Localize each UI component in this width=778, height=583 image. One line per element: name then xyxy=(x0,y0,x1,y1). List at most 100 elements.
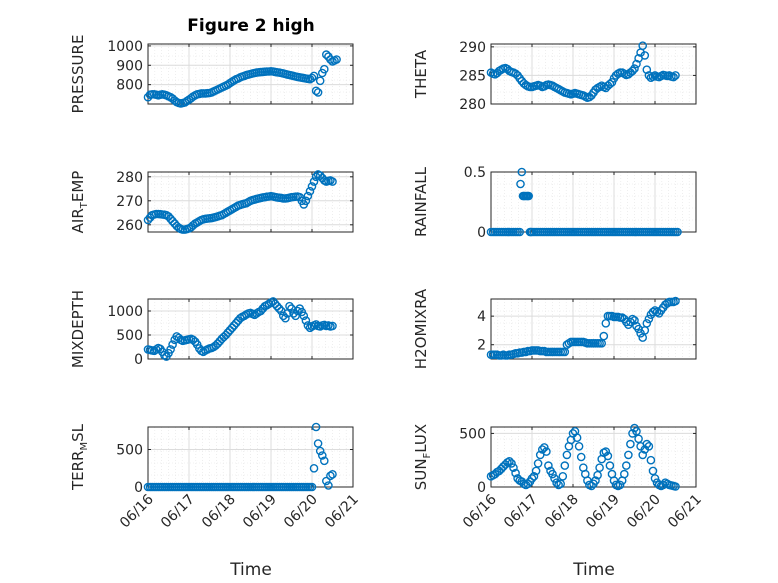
y-tick-label: 0 xyxy=(134,352,143,368)
y-tick-label: 500 xyxy=(116,328,143,344)
data-point xyxy=(303,191,313,201)
y-axis-label: SUNFLUX xyxy=(412,424,433,490)
subplot-3: 260 270 280 AIRTEMP xyxy=(69,170,354,234)
data-point xyxy=(313,88,323,97)
data-point xyxy=(317,451,327,460)
x-tick-label: 06/19 xyxy=(583,492,623,532)
data-point xyxy=(523,479,533,489)
y-tick-label: 500 xyxy=(116,443,143,459)
data-point xyxy=(319,64,329,74)
data-point xyxy=(634,324,643,334)
y-tick-label: 260 xyxy=(116,218,143,234)
data-point xyxy=(540,443,549,452)
data-series xyxy=(143,422,337,492)
data-point xyxy=(160,350,169,360)
data-point xyxy=(515,227,525,237)
data-point xyxy=(531,466,541,476)
data-point xyxy=(603,451,613,461)
data-point xyxy=(671,296,680,306)
data-point xyxy=(644,71,654,80)
data-point xyxy=(601,447,611,456)
data-point xyxy=(326,471,335,481)
data-point xyxy=(321,476,331,486)
data-point xyxy=(622,461,631,470)
data-point xyxy=(615,480,625,490)
data-point xyxy=(281,313,290,323)
data-point xyxy=(311,86,321,96)
y-tick-label: 0 xyxy=(477,225,486,241)
data-point xyxy=(576,452,586,462)
data-point xyxy=(630,64,639,73)
y-tick-label: 280 xyxy=(459,97,486,113)
data-point xyxy=(642,439,652,449)
data-point xyxy=(516,179,525,189)
data-point xyxy=(542,447,551,456)
y-axis-label: PRESSURE xyxy=(69,35,87,114)
x-tick-label: 06/17 xyxy=(501,492,541,532)
y-tick-label: 280 xyxy=(116,170,143,186)
data-series xyxy=(486,296,680,360)
y-tick-label: 1000 xyxy=(107,304,143,320)
data-point xyxy=(299,311,309,321)
y-axis-label: TERRMSL xyxy=(69,423,90,491)
data-point xyxy=(315,446,325,456)
data-point xyxy=(307,482,317,492)
subplot-6: 2 4 H2OMIXRA xyxy=(412,288,697,369)
y-axis-label: RAINFALL xyxy=(412,166,430,237)
data-point xyxy=(511,468,520,478)
data-point xyxy=(620,469,629,479)
data-point xyxy=(550,474,559,483)
axes-box xyxy=(147,43,354,105)
data-point xyxy=(507,459,516,468)
data-point xyxy=(652,307,662,317)
data-point xyxy=(640,51,650,60)
y-tick-label: 500 xyxy=(459,426,486,442)
data-point xyxy=(552,478,561,488)
data-point xyxy=(307,73,317,83)
data-point xyxy=(628,314,637,324)
axes-box xyxy=(147,171,354,233)
data-point xyxy=(305,186,315,196)
data-point xyxy=(301,316,311,325)
data-point xyxy=(166,345,175,354)
data-point xyxy=(313,439,323,448)
data-point xyxy=(673,227,682,237)
data-point xyxy=(634,434,643,444)
data-series xyxy=(486,167,682,237)
x-tick-label: 06/17 xyxy=(158,492,198,532)
data-point xyxy=(168,340,177,349)
x-tick-label: 06/18 xyxy=(199,492,239,532)
data-point xyxy=(533,459,543,468)
data-point xyxy=(274,304,284,313)
data-point xyxy=(626,439,635,449)
data-point xyxy=(644,314,654,324)
data-point xyxy=(321,50,331,59)
data-point xyxy=(315,76,325,86)
x-tick-label: 06/16 xyxy=(460,491,500,531)
x-tick-label: 06/21 xyxy=(665,492,705,532)
data-series xyxy=(143,50,341,108)
y-tick-label: 1000 xyxy=(107,39,143,55)
data-point xyxy=(671,482,680,491)
x-tick-label: 06/20 xyxy=(624,492,664,532)
y-tick-label: 290 xyxy=(459,40,486,56)
data-point xyxy=(658,480,668,490)
data-point xyxy=(328,321,337,331)
data-point xyxy=(632,426,641,436)
data-series xyxy=(143,170,337,234)
y-axis-label: MIXDEPTH xyxy=(69,290,87,368)
data-point xyxy=(524,191,534,201)
data-point xyxy=(328,177,337,186)
data-point xyxy=(505,456,514,466)
data-point xyxy=(272,301,282,311)
data-point xyxy=(293,306,302,316)
data-point xyxy=(544,461,553,470)
data-point xyxy=(301,196,311,206)
data-point xyxy=(252,309,261,318)
data-point xyxy=(332,55,341,64)
y-tick-label: 285 xyxy=(459,68,486,84)
y-tick-label: 270 xyxy=(116,194,143,210)
axes-box xyxy=(490,298,697,360)
figure-title: Figure 2 high xyxy=(187,16,315,36)
